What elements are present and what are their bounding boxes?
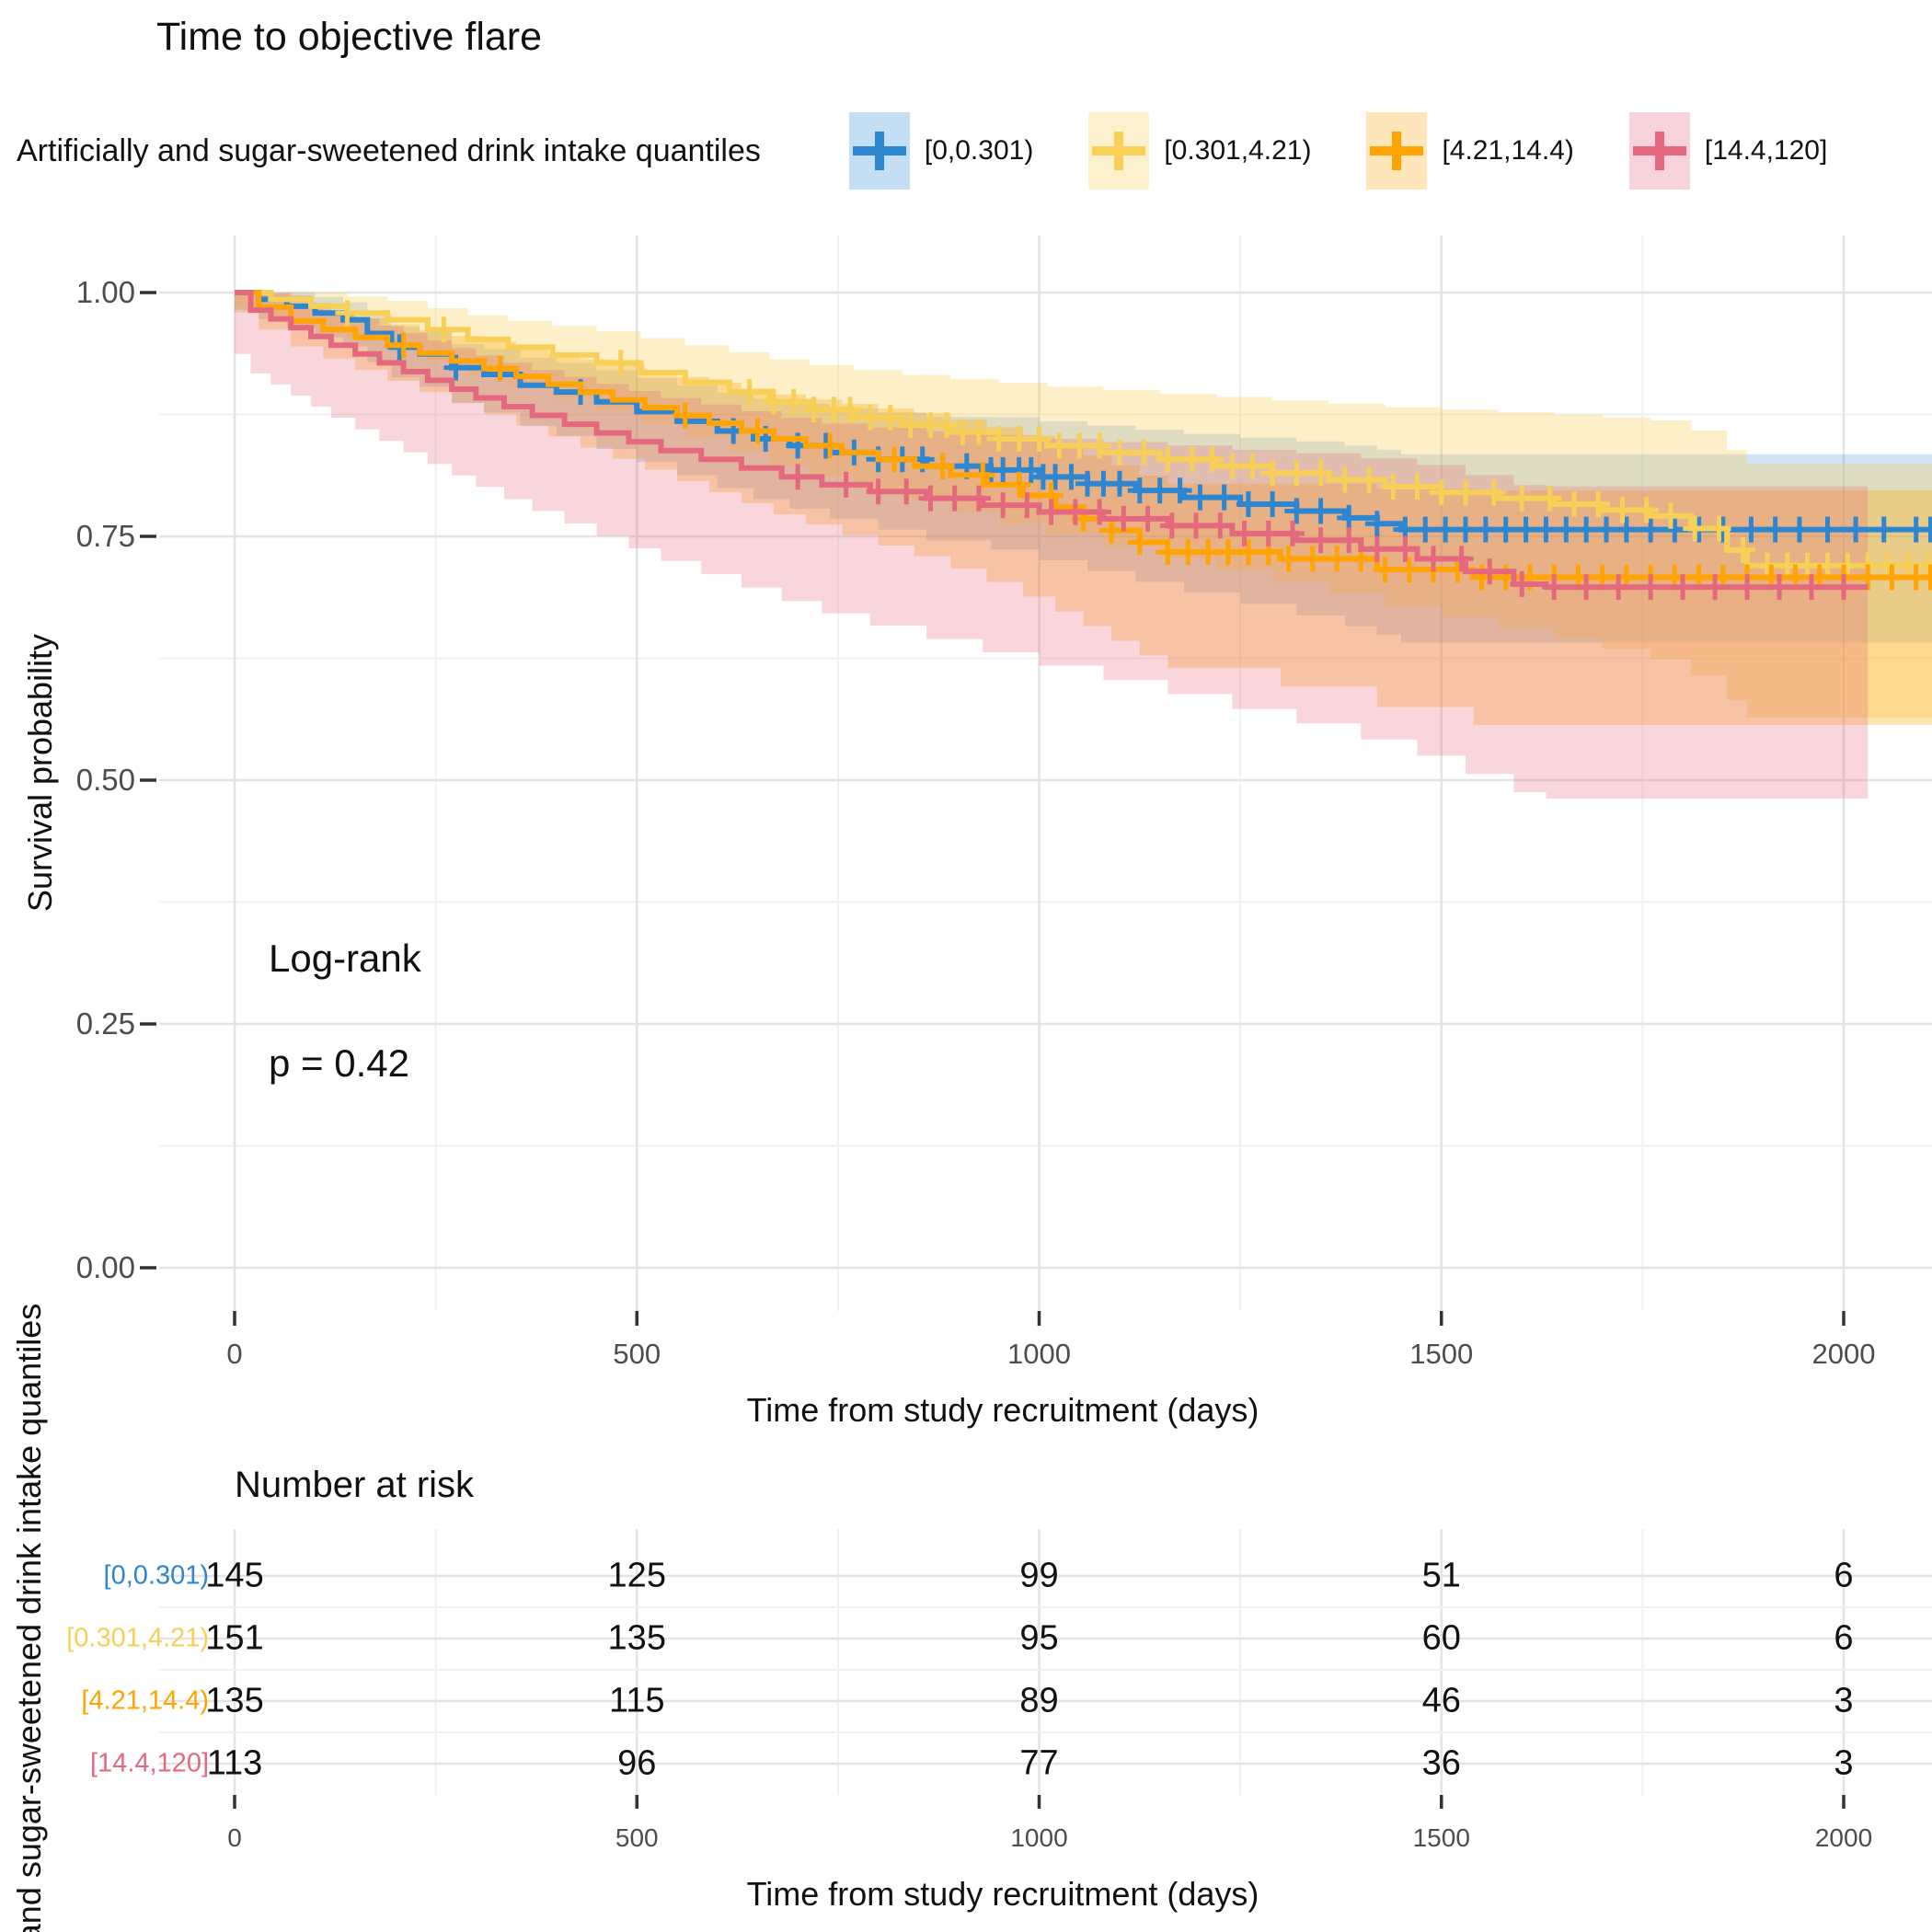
risk-count: 46 xyxy=(1421,1681,1461,1720)
risk-count: 135 xyxy=(607,1618,666,1658)
legend-title: Artificially and sugar-sweetened drink i… xyxy=(17,132,761,168)
legend-key-plus-icon xyxy=(848,112,910,190)
ci-band-[0,0.301) xyxy=(235,293,1932,643)
risk-x-tick-label: 0 xyxy=(227,1823,242,1852)
y-tick-label: 0.25 xyxy=(75,1006,135,1041)
page-title: Time to objective flare xyxy=(156,15,543,59)
risk-count: 51 xyxy=(1421,1556,1461,1595)
risk-count: 3 xyxy=(1834,1743,1854,1783)
legend: Artificially and sugar-sweetened drink i… xyxy=(17,109,1827,193)
km-curve-[0.301,4.21) xyxy=(235,290,1932,569)
risk-count: 3 xyxy=(1834,1681,1854,1720)
legend-item-[0.301,4.21): [0.301,4.21) xyxy=(1088,112,1311,190)
x-tick-label: 2000 xyxy=(1811,1338,1876,1370)
risk-count: 89 xyxy=(1019,1681,1059,1720)
y-tick-label: 0.50 xyxy=(75,763,135,797)
risk-count: 115 xyxy=(608,1681,665,1720)
risk-table-x-axis-title: Time from study recruitment (days) xyxy=(746,1875,1259,1913)
plus-icon-vbar xyxy=(1114,132,1124,170)
risk-x-tick-label: 1500 xyxy=(1412,1823,1470,1852)
legend-item-[4.21,14.4): [4.21,14.4) xyxy=(1366,112,1574,190)
risk-row-label: [4.21,14.4) xyxy=(81,1685,209,1716)
risk-count: 151 xyxy=(205,1618,264,1658)
legend-key-plus-icon xyxy=(1088,112,1150,190)
risk-count: 145 xyxy=(205,1556,264,1595)
legend-label: [0,0.301) xyxy=(924,135,1034,166)
plus-icon-vbar xyxy=(874,132,884,170)
risk-table-title: Number at risk xyxy=(235,1465,475,1505)
risk-count: 6 xyxy=(1834,1556,1854,1595)
x-axis-title: Time from study recruitment (days) xyxy=(746,1391,1259,1429)
risk-x-tick-label: 500 xyxy=(615,1823,659,1852)
risk-row-label: [0.301,4.21) xyxy=(66,1623,209,1653)
risk-count: 125 xyxy=(607,1556,666,1595)
y-axis-title: Survival probability xyxy=(21,633,59,913)
x-tick-label: 500 xyxy=(613,1338,661,1370)
p-value-label: p = 0.42 xyxy=(269,1041,409,1085)
risk-x-tick-label: 2000 xyxy=(1814,1823,1873,1852)
y-tick-label: 0.00 xyxy=(75,1250,135,1284)
km-curve-[14.4,120] xyxy=(235,290,1869,591)
legend-key-plus-icon xyxy=(1628,112,1690,190)
legend-item-[14.4,120]: [14.4,120] xyxy=(1628,112,1828,190)
risk-count: 95 xyxy=(1019,1618,1059,1658)
x-tick-label: 1500 xyxy=(1409,1338,1474,1370)
risk-count: 36 xyxy=(1421,1743,1461,1783)
legend-label: [4.21,14.4) xyxy=(1442,135,1574,166)
y-tick-label: 0.75 xyxy=(75,519,135,553)
legend-item-[0,0.301): [0,0.301) xyxy=(848,112,1034,190)
risk-count: 99 xyxy=(1019,1556,1059,1595)
legend-label: [0.301,4.21) xyxy=(1164,135,1312,166)
legend-key-plus-icon xyxy=(1366,112,1428,190)
plus-icon-vbar xyxy=(1392,132,1402,170)
plus-icon-vbar xyxy=(1654,132,1664,170)
risk-count: 6 xyxy=(1834,1618,1854,1658)
logrank-test-label: Log-rank xyxy=(269,937,421,980)
x-tick-label: 0 xyxy=(226,1338,243,1370)
ci-band-[14.4,120] xyxy=(235,293,1869,799)
risk-count: 113 xyxy=(206,1743,263,1783)
y-tick-label: 1.00 xyxy=(75,275,135,309)
x-tick-label: 1000 xyxy=(1007,1338,1071,1370)
risk-row-label: [14.4,120] xyxy=(90,1748,209,1778)
risk-table-y-axis-title: Artificially and sugar-sweetened drink i… xyxy=(10,1303,48,1932)
risk-count: 96 xyxy=(617,1743,657,1783)
risk-count: 77 xyxy=(1019,1743,1059,1783)
risk-row-label: [0,0.301) xyxy=(103,1560,209,1591)
legend-label: [14.4,120] xyxy=(1704,135,1828,166)
risk-x-tick-label: 1000 xyxy=(1010,1823,1068,1852)
risk-count: 135 xyxy=(205,1681,264,1720)
risk-count: 60 xyxy=(1421,1618,1461,1658)
